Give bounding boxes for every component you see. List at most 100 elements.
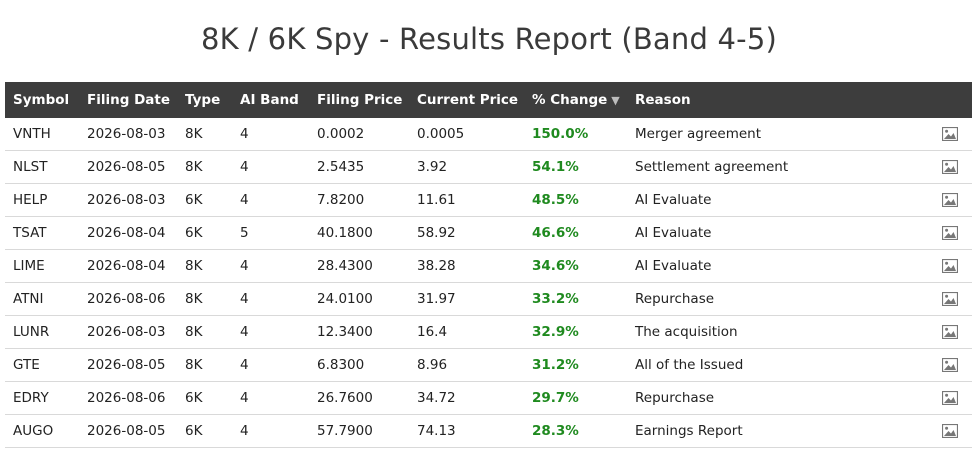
cell-reason: AI Evaluate (627, 249, 920, 283)
cell-ai-band: 4 (232, 282, 309, 316)
cell-filing-date: 2026-08-06 (79, 381, 177, 415)
cell-symbol: AUGO (5, 414, 79, 448)
col-ai-band[interactable]: AI Band (240, 92, 299, 108)
results-table: Symbol Filing Date Type AI Band Filing P… (5, 82, 972, 448)
cell-current-price: 3.92 (409, 150, 524, 184)
cell-image (920, 381, 972, 415)
cell-image (920, 216, 972, 250)
cell-filing-date: 2026-08-04 (79, 249, 177, 283)
cell-reason: Repurchase (627, 381, 920, 415)
sort-desc-icon: ▼ (611, 94, 620, 107)
cell-type: 8K (177, 249, 232, 283)
cell-symbol: HELP (5, 183, 79, 217)
cell-current-price: 34.72 (409, 381, 524, 415)
table-row: TSAT 2026-08-04 6K 5 40.1800 58.92 46.6% AI Eva… (5, 216, 972, 250)
cell-ai-band: 4 (232, 414, 309, 448)
cell-pct-change: 33.2% (524, 282, 627, 316)
cell-symbol: ATNI (5, 282, 79, 316)
cell-filing-price: 26.7600 (309, 381, 409, 415)
table-row: LUNR 2026-08-03 8K 4 12.3400 16.4 32.9% The acq… (5, 315, 972, 349)
col-pct-change[interactable]: % Change ▼ (524, 82, 627, 118)
cell-symbol: NLST (5, 150, 79, 184)
cell-pct-change: 150.0% (524, 118, 627, 151)
cell-filing-date: 2026-08-05 (79, 414, 177, 448)
cell-filing-price: 0.0002 (309, 118, 409, 151)
cell-type: 8K (177, 282, 232, 316)
cell-type: 8K (177, 348, 232, 382)
table-row: EDRY 2026-08-06 6K 4 26.7600 34.72 29.7% Repurc… (5, 381, 972, 415)
col-pct-change-label: % Change (532, 92, 608, 108)
table-row: VNTH 2026-08-03 8K 4 0.0002 0.0005 150.0% Merge… (5, 118, 972, 151)
cell-reason: The acquisition (627, 315, 920, 349)
cell-filing-date: 2026-08-04 (79, 216, 177, 250)
table-header: Symbol Filing Date Type AI Band Filing P… (5, 82, 972, 118)
table-row: HELP 2026-08-03 6K 4 7.8200 11.61 48.5% AI Eval… (5, 183, 972, 217)
cell-current-price: 38.28 (409, 249, 524, 283)
cell-filing-date: 2026-08-05 (79, 150, 177, 184)
cell-symbol: LIME (5, 249, 79, 283)
cell-current-price: 16.4 (409, 315, 524, 349)
col-current-price[interactable]: Current Price (417, 92, 519, 108)
cell-pct-change: 54.1% (524, 150, 627, 184)
cell-filing-price: 12.3400 (309, 315, 409, 349)
image-icon[interactable] (942, 259, 958, 273)
cell-symbol: TSAT (5, 216, 79, 250)
cell-filing-date: 2026-08-05 (79, 348, 177, 382)
cell-current-price: 0.0005 (409, 118, 524, 151)
cell-reason: Merger agreement (627, 118, 920, 151)
col-filing-date[interactable]: Filing Date (87, 92, 171, 108)
table-row: GTE 2026-08-05 8K 4 6.8300 8.96 31.2% All of th… (5, 348, 972, 382)
cell-reason: Earnings Report (627, 414, 920, 448)
cell-ai-band: 4 (232, 348, 309, 382)
cell-filing-price: 2.5435 (309, 150, 409, 184)
cell-reason: Settlement agreement (627, 150, 920, 184)
table-row: LIME 2026-08-04 8K 4 28.4300 38.28 34.6% AI Eva… (5, 249, 972, 283)
table-row: ATNI 2026-08-06 8K 4 24.0100 31.97 33.2% Repurc… (5, 282, 972, 316)
cell-filing-date: 2026-08-03 (79, 118, 177, 151)
cell-current-price: 11.61 (409, 183, 524, 217)
image-icon[interactable] (942, 358, 958, 372)
cell-type: 8K (177, 150, 232, 184)
cell-current-price: 74.13 (409, 414, 524, 448)
cell-type: 6K (177, 381, 232, 415)
cell-filing-date: 2026-08-03 (79, 183, 177, 217)
cell-filing-price: 24.0100 (309, 282, 409, 316)
cell-filing-price: 6.8300 (309, 348, 409, 382)
col-reason[interactable]: Reason (635, 92, 691, 108)
cell-image (920, 249, 972, 283)
image-icon[interactable] (942, 160, 958, 174)
cell-image (920, 282, 972, 316)
cell-current-price: 58.92 (409, 216, 524, 250)
cell-pct-change: 48.5% (524, 183, 627, 217)
cell-image (920, 414, 972, 448)
cell-type: 6K (177, 216, 232, 250)
image-icon[interactable] (942, 292, 958, 306)
cell-ai-band: 4 (232, 381, 309, 415)
image-icon[interactable] (942, 226, 958, 240)
cell-pct-change: 31.2% (524, 348, 627, 382)
col-filing-price[interactable]: Filing Price (317, 92, 403, 108)
cell-image (920, 150, 972, 184)
cell-filing-date: 2026-08-03 (79, 315, 177, 349)
cell-image (920, 183, 972, 217)
cell-filing-price: 57.7900 (309, 414, 409, 448)
cell-filing-price: 28.4300 (309, 249, 409, 283)
cell-filing-price: 7.8200 (309, 183, 409, 217)
cell-symbol: LUNR (5, 315, 79, 349)
image-icon[interactable] (942, 391, 958, 405)
cell-pct-change: 46.6% (524, 216, 627, 250)
cell-current-price: 8.96 (409, 348, 524, 382)
cell-pct-change: 28.3% (524, 414, 627, 448)
cell-filing-price: 40.1800 (309, 216, 409, 250)
cell-ai-band: 4 (232, 150, 309, 184)
image-icon[interactable] (942, 325, 958, 339)
cell-pct-change: 32.9% (524, 315, 627, 349)
image-icon[interactable] (942, 193, 958, 207)
cell-reason: AI Evaluate (627, 183, 920, 217)
cell-reason: Repurchase (627, 282, 920, 316)
image-icon[interactable] (942, 424, 958, 438)
cell-pct-change: 29.7% (524, 381, 627, 415)
image-icon[interactable] (942, 127, 958, 141)
col-type[interactable]: Type (185, 92, 221, 108)
col-symbol[interactable]: Symbol (13, 92, 70, 108)
